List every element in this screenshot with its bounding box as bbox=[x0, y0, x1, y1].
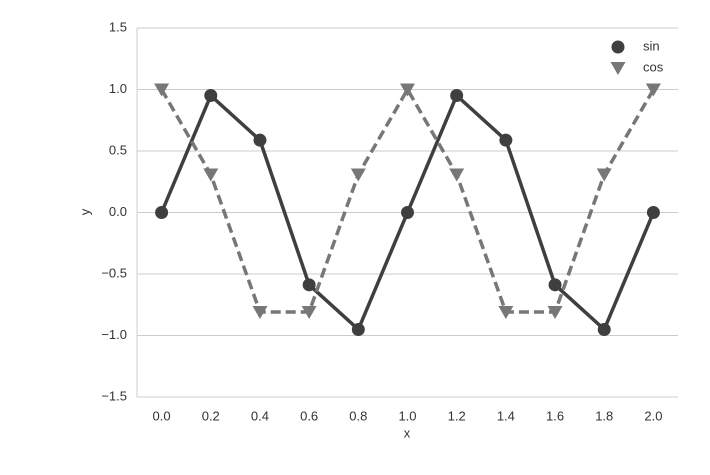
x-tick-label: 1.6 bbox=[546, 408, 564, 423]
y-tick-label: −1.5 bbox=[101, 388, 127, 403]
y-tick-label: 1.0 bbox=[109, 81, 127, 96]
legend-label: sin bbox=[643, 38, 660, 53]
point-marker bbox=[597, 322, 611, 336]
point-marker bbox=[302, 278, 316, 292]
x-tick-label: 0.6 bbox=[300, 408, 318, 423]
y-tick-label: 1.5 bbox=[109, 19, 127, 34]
point-marker bbox=[350, 168, 366, 182]
y-tick-label: 0.5 bbox=[109, 142, 127, 157]
point-marker bbox=[499, 133, 513, 147]
x-tick-label: 0.4 bbox=[251, 408, 269, 423]
x-tick-label: 0.8 bbox=[349, 408, 367, 423]
point-marker bbox=[646, 206, 660, 219]
point-marker bbox=[450, 89, 464, 103]
y-axis-label: y bbox=[77, 208, 92, 215]
point-marker bbox=[301, 306, 317, 320]
y-tick-label: −0.5 bbox=[101, 265, 127, 280]
point-marker bbox=[154, 83, 170, 97]
y-tick-label: −1.0 bbox=[101, 327, 127, 342]
x-tick-label: 1.0 bbox=[398, 408, 416, 423]
point-marker bbox=[645, 83, 661, 97]
point-marker bbox=[548, 278, 562, 292]
point-marker bbox=[449, 168, 465, 182]
point-marker bbox=[498, 306, 514, 320]
point-marker bbox=[547, 306, 563, 320]
x-tick-label: 1.4 bbox=[497, 408, 515, 423]
series-line bbox=[160, 86, 655, 314]
x-axis-label: x bbox=[404, 425, 411, 440]
point-marker bbox=[252, 306, 268, 320]
x-tick-label: 1.8 bbox=[595, 408, 613, 423]
legend-label: cos bbox=[643, 59, 664, 74]
point-marker bbox=[400, 83, 415, 97]
point-marker bbox=[204, 89, 218, 103]
y-tick-label: 0.0 bbox=[109, 204, 127, 219]
point-marker bbox=[203, 168, 219, 182]
point-marker bbox=[253, 133, 267, 147]
point-marker bbox=[401, 206, 414, 219]
point-marker bbox=[351, 322, 365, 336]
x-tick-label: 2.0 bbox=[644, 408, 662, 423]
point-marker bbox=[596, 168, 612, 182]
x-tick-label: 0.2 bbox=[202, 408, 220, 423]
point-marker bbox=[155, 206, 169, 219]
legend-marker bbox=[610, 62, 626, 75]
x-tick-label: 1.2 bbox=[448, 408, 466, 423]
x-tick-label: 0.0 bbox=[153, 408, 171, 423]
legend-marker bbox=[611, 40, 625, 54]
